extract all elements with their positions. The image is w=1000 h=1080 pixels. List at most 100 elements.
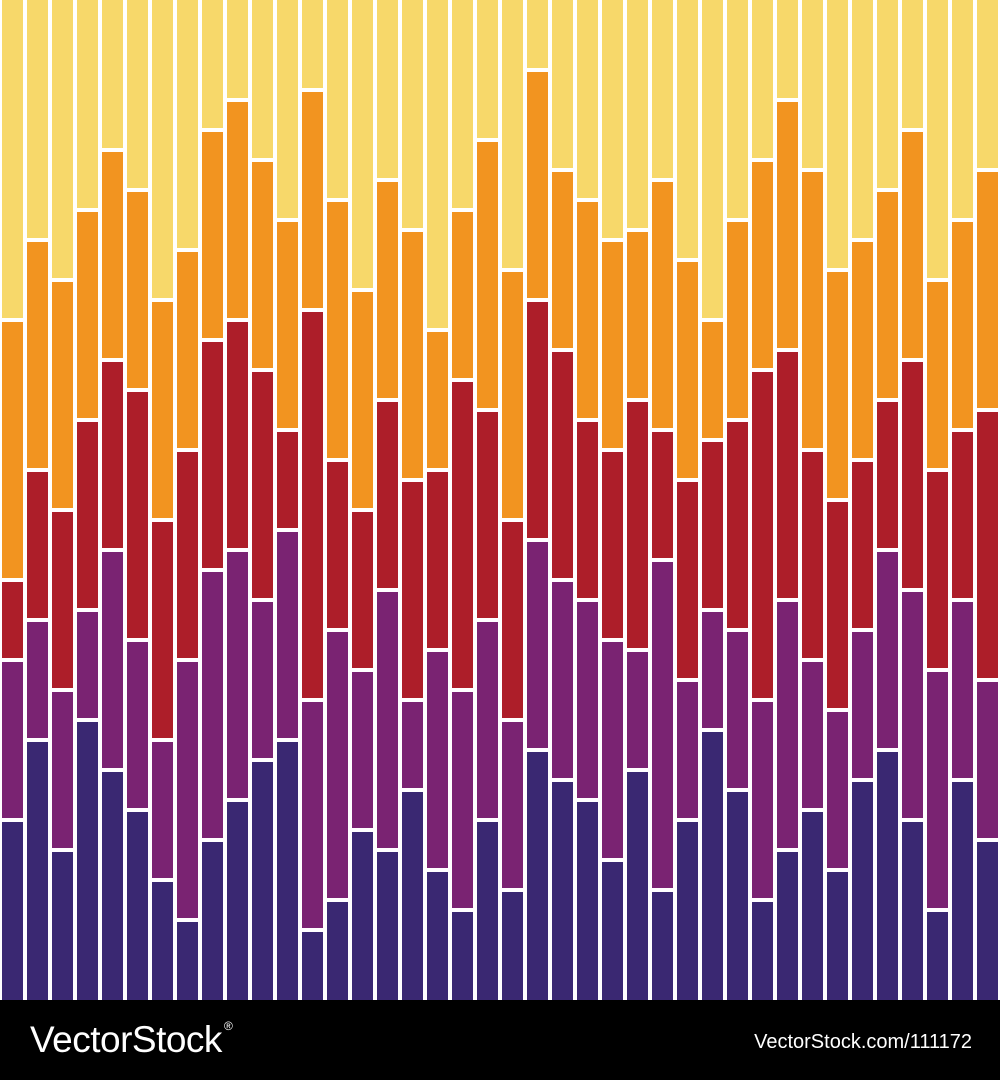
stripe-segment — [902, 822, 923, 1000]
stripe-segment — [502, 0, 523, 268]
stripe-segment — [252, 602, 273, 758]
stripe-segment — [877, 0, 898, 188]
stripe-segment — [702, 0, 723, 318]
stripe-segment — [177, 452, 198, 658]
stripe-segment — [402, 482, 423, 698]
stripe-segment — [402, 792, 423, 1000]
stripe-segment — [102, 152, 123, 358]
stripe-segment — [627, 402, 648, 648]
stripe-segment — [802, 452, 823, 658]
stripe-segment — [227, 322, 248, 548]
stripe-segment — [2, 322, 23, 578]
stripe-segment — [552, 172, 573, 348]
stripe-segment — [902, 0, 923, 128]
stripe-segment — [827, 712, 848, 868]
stripe-segment — [27, 242, 48, 468]
stripe-segment — [702, 322, 723, 438]
stripe-segment — [927, 912, 948, 1000]
stripe-segment — [652, 562, 673, 888]
stripe-segment — [802, 172, 823, 448]
stripe-segment — [677, 0, 698, 258]
stripe-segment — [377, 0, 398, 178]
stripe-segment — [177, 252, 198, 448]
stripe-segment — [752, 902, 773, 1000]
stripe-segment — [252, 762, 273, 1000]
stripe-segment — [677, 262, 698, 478]
stripe-segment — [377, 592, 398, 848]
stripe-segment — [277, 432, 298, 528]
brand-name: VectorStock — [30, 1019, 222, 1060]
stripe-segment — [877, 552, 898, 748]
stripe-segment — [302, 932, 323, 1000]
stripe-segment — [902, 132, 923, 358]
stripe-segment — [952, 602, 973, 778]
stripe-segment — [702, 612, 723, 728]
stripe-segment — [177, 922, 198, 1000]
stripe-segment — [352, 292, 373, 508]
stripe-segment — [277, 0, 298, 218]
stripe-segment — [927, 472, 948, 668]
stripe-segment — [177, 0, 198, 248]
stripe-segment — [702, 442, 723, 608]
stripe-segment — [27, 0, 48, 238]
stripe-segment — [552, 352, 573, 578]
stripe-segment — [802, 812, 823, 1000]
stripe-segment — [252, 372, 273, 598]
stripe-segment — [952, 0, 973, 218]
stripe-segment — [277, 532, 298, 738]
stripe-segment — [77, 722, 98, 1000]
stripe-segment — [152, 742, 173, 878]
stripe-segment — [327, 462, 348, 628]
stripe-segment — [752, 372, 773, 698]
stripe-segment — [727, 632, 748, 788]
stripe-segment — [952, 222, 973, 428]
stripe-segment — [877, 192, 898, 398]
stripe-segment — [477, 622, 498, 818]
stripe-segment — [27, 742, 48, 1000]
stripe-segment — [277, 222, 298, 428]
stripe-segment — [327, 202, 348, 458]
stripe-segment — [777, 0, 798, 98]
stripe-segment — [777, 352, 798, 598]
stripe-segment — [752, 702, 773, 898]
stripe-segment — [677, 822, 698, 1000]
stripe-segment — [627, 652, 648, 768]
stripe-segment — [877, 752, 898, 1000]
stripe-segment — [127, 642, 148, 808]
registered-mark: ® — [223, 1019, 233, 1033]
stripe-segment — [2, 822, 23, 1000]
stripe-segment — [827, 272, 848, 498]
stripe-segment — [127, 392, 148, 638]
stripe-segment — [977, 172, 998, 408]
stripe-segment — [252, 162, 273, 368]
stripe-segment — [352, 832, 373, 1000]
stripe-segment — [52, 282, 73, 508]
stripe-segment — [702, 732, 723, 1000]
stripe-segment — [52, 692, 73, 848]
stripe-segment — [827, 502, 848, 708]
stripe-segment — [52, 0, 73, 278]
stripe-segment — [977, 842, 998, 1000]
stripe-segment — [477, 142, 498, 408]
stripe-segment — [877, 402, 898, 548]
stripe-segment — [502, 272, 523, 518]
stripe-segment — [202, 132, 223, 338]
stripe-segment — [352, 512, 373, 668]
stripe-segment — [102, 0, 123, 148]
stripe-segment — [2, 0, 23, 318]
stripe-segment — [402, 0, 423, 228]
stripe-segment — [927, 672, 948, 908]
stripe-segment — [677, 682, 698, 818]
stripes-illustration — [0, 0, 1000, 1000]
stripe-segment — [102, 552, 123, 768]
stripe-segment — [477, 822, 498, 1000]
stripe-segment — [202, 842, 223, 1000]
stripe-segment — [427, 472, 448, 648]
stripe-segment — [827, 0, 848, 268]
stripe-segment — [527, 752, 548, 1000]
stripe-segment — [577, 202, 598, 418]
stripe-segment — [677, 482, 698, 678]
stripe-segment — [652, 892, 673, 1000]
stripe-segment — [977, 412, 998, 678]
stripe-segment — [427, 872, 448, 1000]
